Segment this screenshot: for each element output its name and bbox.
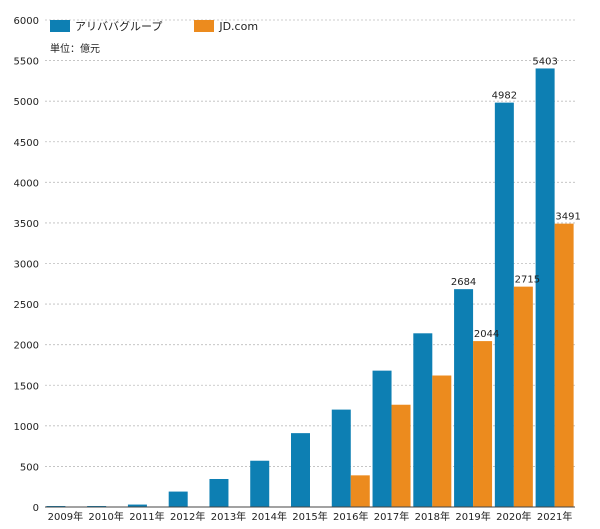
bar-jd [513, 286, 533, 507]
bar-alibaba [535, 68, 555, 508]
y-tick-label: 500 [20, 462, 39, 473]
legend-label-jd: JD.com [219, 19, 259, 33]
gridlines [45, 19, 575, 467]
data-label-alibaba: 2684 [451, 277, 476, 288]
y-tick-label: 3000 [14, 260, 39, 271]
bars [46, 68, 574, 508]
bar-alibaba [331, 409, 351, 507]
x-tick-label: 2010年 [88, 510, 123, 523]
bar-alibaba [291, 433, 310, 507]
x-tick-label: 2013年 [211, 510, 246, 523]
x-tick-label: 2019年 [455, 510, 490, 523]
bar-alibaba [494, 102, 514, 507]
x-tick-label: 2011年 [129, 510, 164, 523]
bar-alibaba [168, 491, 188, 507]
x-axis: 2009年 2010年 2011年 2012年 2013年 2014年 2015年 2016年… [45, 506, 575, 523]
y-axis: 0 500 1000 1500 2000 2500 3000 3500 4000 4500 5000… [14, 16, 39, 514]
data-label-jd: 3491 [555, 212, 580, 223]
x-tick-label: 2020年 [496, 510, 531, 523]
legend-swatch-alibaba [50, 20, 70, 32]
legend-item-alibaba: アリババグループ [50, 18, 162, 34]
y-tick-label: 3500 [14, 219, 39, 230]
y-tick-label: 5500 [14, 57, 39, 68]
bar-alibaba [372, 370, 392, 507]
bar-alibaba [413, 333, 433, 507]
bar-alibaba [454, 289, 474, 507]
y-tick-label: 1500 [14, 381, 39, 392]
bar-jd [391, 404, 411, 507]
bar-jd [473, 341, 493, 507]
data-label-alibaba: 5403 [532, 56, 557, 67]
legend: アリババグループ JD.com [50, 18, 290, 34]
bar-jd [350, 475, 370, 507]
x-tick-label: 2017年 [374, 510, 409, 523]
data-label-jd: 2044 [474, 329, 499, 340]
y-tick-label: 5000 [14, 97, 39, 108]
x-tick-label: 2018年 [415, 510, 450, 523]
legend-swatch-jd [194, 20, 215, 32]
y-tick-label: 2500 [14, 300, 39, 311]
legend-label-alibaba: アリババグループ [75, 20, 163, 33]
x-tick-label: 2012年 [170, 510, 205, 523]
y-tick-label: 6000 [14, 16, 39, 27]
unit-label: 単位：億元 [50, 44, 100, 55]
bar-jd [554, 223, 574, 508]
y-tick-label: 2000 [14, 341, 39, 352]
y-tick-label: 0 [33, 503, 39, 514]
x-tick-label: 2021年 [537, 510, 572, 523]
data-label-jd: 2715 [515, 275, 540, 286]
x-tick-label: 2009年 [48, 510, 83, 523]
y-tick-label: 1000 [14, 422, 39, 433]
bar-jd [432, 375, 452, 507]
x-tick-label: 2016年 [333, 510, 368, 523]
data-labels: 2684 2044 4982 2715 5403 3491 [451, 56, 581, 340]
y-tick-label: 4000 [14, 178, 39, 189]
bar-alibaba [127, 504, 147, 507]
bar-alibaba [209, 478, 229, 507]
bar-alibaba [250, 460, 270, 507]
data-label-alibaba: 4982 [492, 91, 517, 102]
legend-item-jd: JD.com [194, 20, 258, 33]
x-tick-label: 2015年 [292, 510, 327, 523]
x-tick-label: 2014年 [252, 510, 287, 523]
y-tick-label: 4500 [14, 138, 39, 149]
